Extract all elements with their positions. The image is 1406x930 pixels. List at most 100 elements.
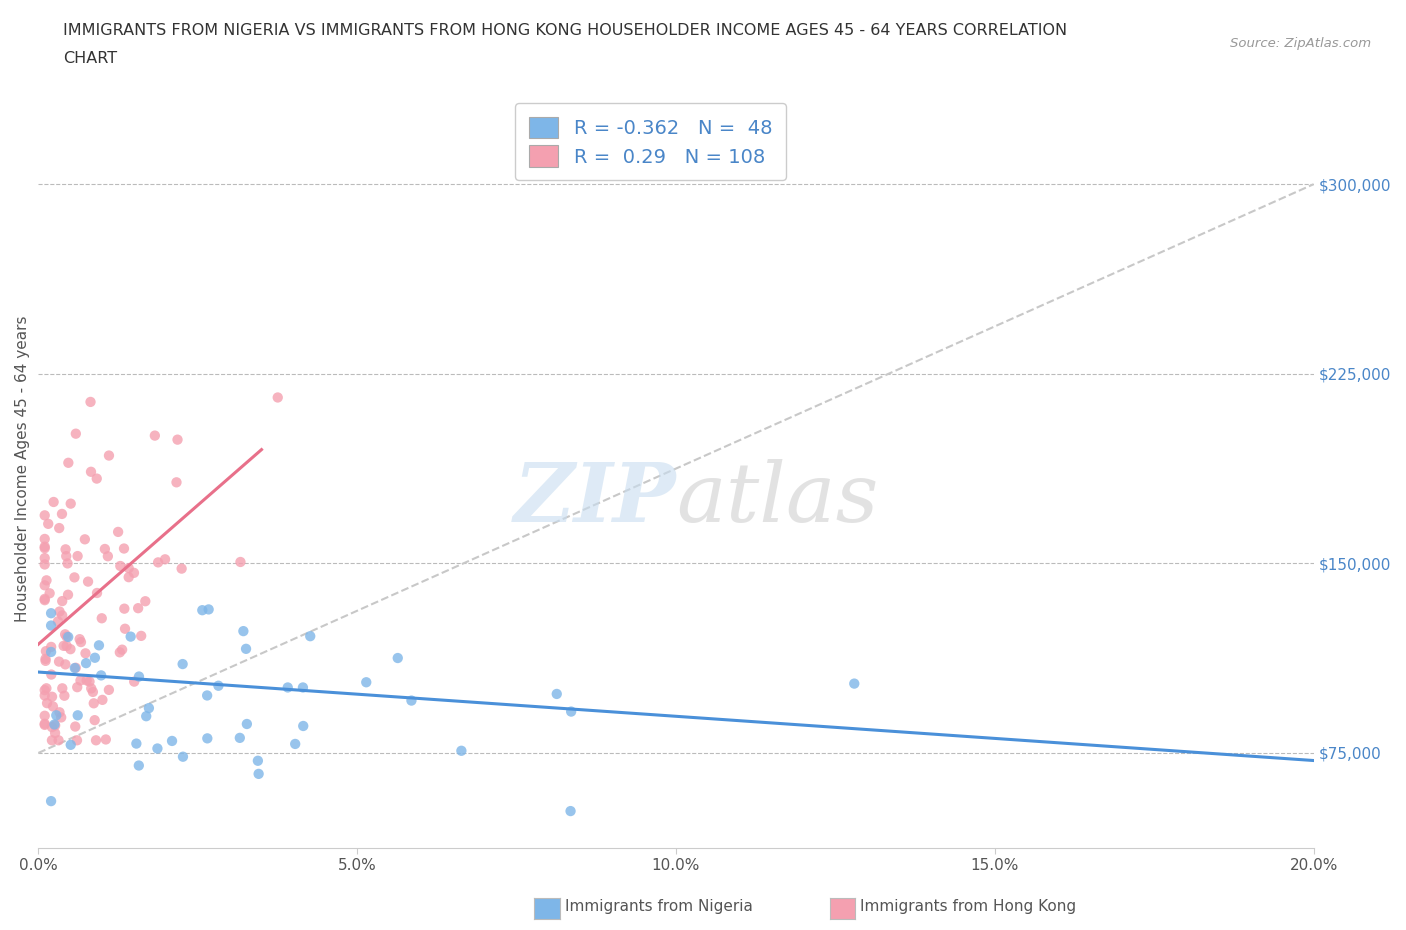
Point: [35, 573, 58, 588]
Point: [195, 688, 218, 703]
Point: [546, 686, 568, 701]
Text: CHART: CHART: [63, 51, 117, 66]
Point: [66, 549, 89, 564]
Point: [79, 394, 101, 409]
Point: [112, 541, 135, 556]
Point: [55, 630, 77, 644]
Point: [39, 667, 62, 682]
Point: [83, 696, 105, 711]
Point: [65, 660, 87, 675]
Point: [34, 540, 56, 555]
Point: [35, 696, 58, 711]
Point: [59, 497, 82, 512]
Point: [48, 705, 70, 720]
Point: [39, 793, 62, 808]
Point: [48, 733, 70, 748]
Point: [66, 733, 89, 748]
Point: [91, 693, 114, 708]
Point: [34, 551, 56, 565]
Point: [107, 525, 129, 539]
Point: [90, 668, 112, 683]
Point: [66, 708, 89, 723]
Point: [51, 608, 73, 623]
Point: [39, 605, 62, 620]
Point: [75, 656, 97, 671]
Point: [97, 549, 120, 564]
Point: [34, 716, 56, 731]
Point: [34, 539, 56, 554]
Point: [229, 554, 252, 569]
Point: [84, 733, 107, 748]
Point: [129, 629, 152, 644]
Point: [191, 603, 214, 618]
Point: [153, 551, 176, 566]
Point: [232, 624, 254, 639]
Point: [34, 651, 56, 666]
Point: [56, 588, 79, 603]
Point: [82, 684, 104, 699]
Point: [235, 642, 257, 657]
Point: [53, 688, 76, 703]
Point: [166, 432, 188, 447]
Point: [83, 650, 105, 665]
Point: [94, 541, 117, 556]
Text: ZIP: ZIP: [513, 458, 676, 538]
Point: [35, 644, 58, 658]
Point: [48, 521, 70, 536]
Point: [111, 643, 134, 658]
Point: [112, 601, 135, 616]
Point: [46, 614, 69, 629]
Text: Immigrants from Nigeria: Immigrants from Nigeria: [565, 899, 754, 914]
Point: [59, 642, 82, 657]
Point: [86, 586, 108, 601]
Point: [70, 634, 93, 649]
Point: [110, 559, 132, 574]
Point: [69, 673, 91, 688]
Point: [42, 495, 65, 510]
Point: [51, 681, 73, 696]
Point: [195, 731, 218, 746]
Point: [34, 591, 56, 606]
Point: [299, 629, 322, 644]
Point: [146, 741, 169, 756]
Point: [450, 743, 472, 758]
Point: [86, 472, 108, 486]
Point: [172, 750, 194, 764]
Point: [58, 456, 80, 471]
Point: [560, 704, 582, 719]
Point: [51, 593, 73, 608]
Point: [246, 753, 269, 768]
Point: [55, 638, 77, 653]
Point: [172, 657, 194, 671]
Point: [42, 699, 65, 714]
Point: [125, 737, 148, 751]
Point: [267, 390, 290, 405]
Point: [90, 611, 112, 626]
Point: [128, 758, 150, 773]
Text: atlas: atlas: [676, 458, 879, 538]
Point: [59, 737, 82, 752]
Point: [146, 555, 169, 570]
Point: [63, 660, 86, 675]
Point: [75, 646, 97, 661]
Point: [51, 710, 73, 724]
Point: [34, 557, 56, 572]
Point: [79, 674, 101, 689]
Point: [80, 681, 103, 696]
Point: [39, 640, 62, 655]
Point: [51, 507, 73, 522]
Point: [97, 683, 120, 698]
Point: [34, 578, 56, 592]
Point: [65, 719, 87, 734]
Point: [560, 804, 582, 818]
Point: [122, 565, 145, 580]
Point: [134, 593, 156, 608]
Point: [66, 680, 89, 695]
Point: [44, 718, 66, 733]
Point: [284, 737, 307, 751]
Point: [34, 508, 56, 523]
Point: [52, 638, 75, 653]
Y-axis label: Householder Income Ages 45 - 64 years: Householder Income Ages 45 - 64 years: [15, 315, 30, 622]
Point: [48, 654, 70, 669]
Point: [53, 657, 76, 671]
